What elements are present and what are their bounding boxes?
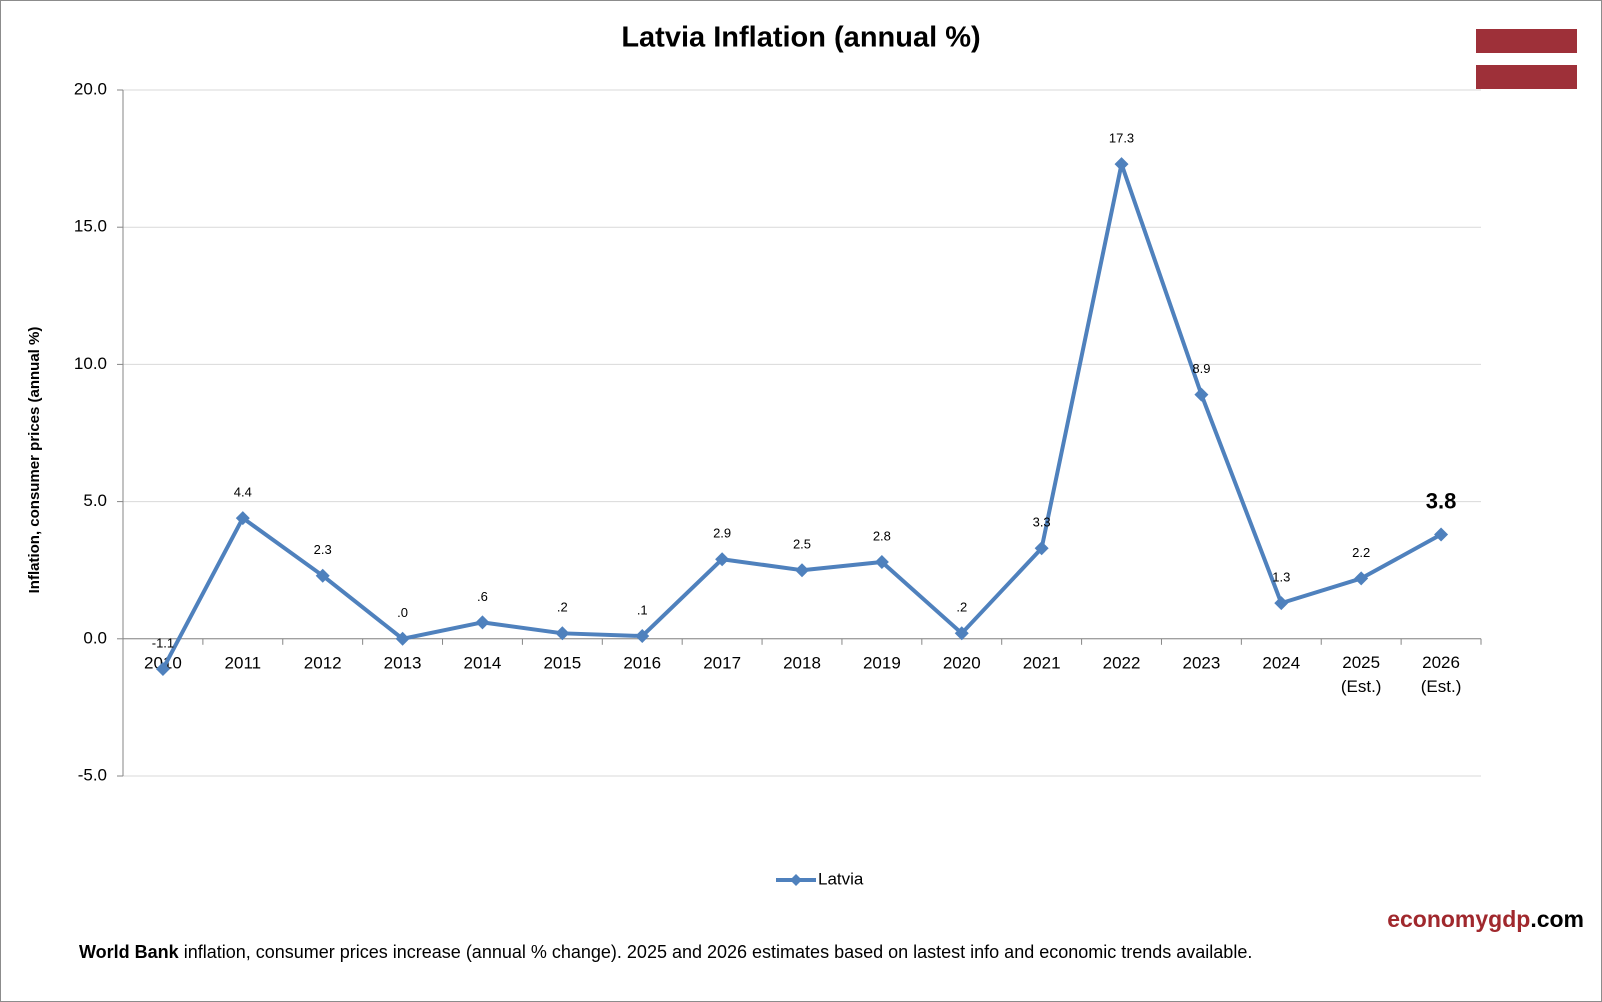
data-point xyxy=(395,631,410,646)
data-point xyxy=(874,554,889,569)
x-tick-label: 2012 xyxy=(304,653,342,672)
data-point xyxy=(1434,527,1449,542)
x-tick-label: 2025 (Est.) xyxy=(1341,653,1382,696)
data-point xyxy=(235,511,250,526)
data-point xyxy=(1354,571,1369,586)
y-tick-label: 20.0 xyxy=(74,79,107,98)
y-tick-label: -5.0 xyxy=(78,765,107,784)
data-label: .2 xyxy=(956,600,967,615)
data-point xyxy=(715,552,730,567)
x-tick-label: 2020 xyxy=(943,653,981,672)
watermark: economygdp.com xyxy=(1387,906,1584,932)
data-point xyxy=(1274,596,1289,611)
y-tick-label: 0.0 xyxy=(83,628,107,647)
x-tick-label: 2015 xyxy=(543,653,581,672)
y-tick-label: 15.0 xyxy=(74,217,107,236)
data-point xyxy=(315,568,330,583)
data-point xyxy=(635,629,650,644)
data-label: 4.4 xyxy=(234,485,252,500)
data-label: 2.2 xyxy=(1352,545,1370,560)
data-label: 2.5 xyxy=(793,537,811,552)
flag-stripe xyxy=(1476,29,1577,53)
y-tick-label: 10.0 xyxy=(74,354,107,373)
legend-marker xyxy=(790,874,802,886)
data-label: 3.3 xyxy=(1033,515,1051,530)
data-point xyxy=(795,563,809,578)
x-tick-label: 2024 xyxy=(1262,653,1300,672)
watermark-main: economygdp xyxy=(1387,906,1530,932)
watermark-suffix: .com xyxy=(1530,906,1584,932)
data-point xyxy=(1034,541,1049,556)
x-tick-label: 2026 (Est.) xyxy=(1421,653,1462,696)
x-tick-label: 2016 xyxy=(623,653,661,672)
x-tick-label: 2019 xyxy=(863,653,901,672)
data-point xyxy=(954,626,969,641)
x-tick-label: 2023 xyxy=(1182,653,1220,672)
data-label: .0 xyxy=(397,605,408,620)
data-point xyxy=(475,615,490,630)
data-label: .2 xyxy=(557,600,568,615)
data-point xyxy=(555,626,570,641)
data-label: 2.9 xyxy=(713,526,731,541)
footnote: World Bank inflation, consumer prices in… xyxy=(79,942,1252,962)
data-point xyxy=(155,661,170,676)
data-label: 2.3 xyxy=(314,542,332,557)
data-point xyxy=(1194,387,1209,402)
data-label: .1 xyxy=(637,602,648,617)
chart-title: Latvia Inflation (annual %) xyxy=(621,22,980,54)
flag-stripe xyxy=(1476,53,1577,65)
y-axis-label: Inflation, consumer prices (annual %) xyxy=(26,327,43,594)
data-label: 17.3 xyxy=(1109,131,1134,146)
flag xyxy=(1476,29,1577,89)
data-label: 1.3 xyxy=(1272,570,1290,585)
data-label: 3.8 xyxy=(1426,488,1457,513)
x-tick-label: 2017 xyxy=(703,653,741,672)
data-label: 8.9 xyxy=(1192,361,1210,376)
data-label: -1.1 xyxy=(152,635,174,650)
x-tick-label: 2021 xyxy=(1023,653,1061,672)
x-tick-label: 2018 xyxy=(783,653,821,672)
data-label: 2.8 xyxy=(873,528,891,543)
data-point xyxy=(1114,157,1129,172)
data-label: .6 xyxy=(477,589,488,604)
legend-label: Latvia xyxy=(818,869,864,888)
flag-stripe xyxy=(1476,65,1577,89)
footnote-bold: World Bank xyxy=(79,942,180,962)
x-tick-label: 2022 xyxy=(1103,653,1141,672)
y-tick-label: 5.0 xyxy=(83,491,107,510)
footnote-text: inflation, consumer prices increase (ann… xyxy=(179,942,1253,962)
x-tick-label: 2013 xyxy=(384,653,422,672)
x-tick-label: 2014 xyxy=(464,653,502,672)
x-tick-label: 2011 xyxy=(225,653,262,672)
